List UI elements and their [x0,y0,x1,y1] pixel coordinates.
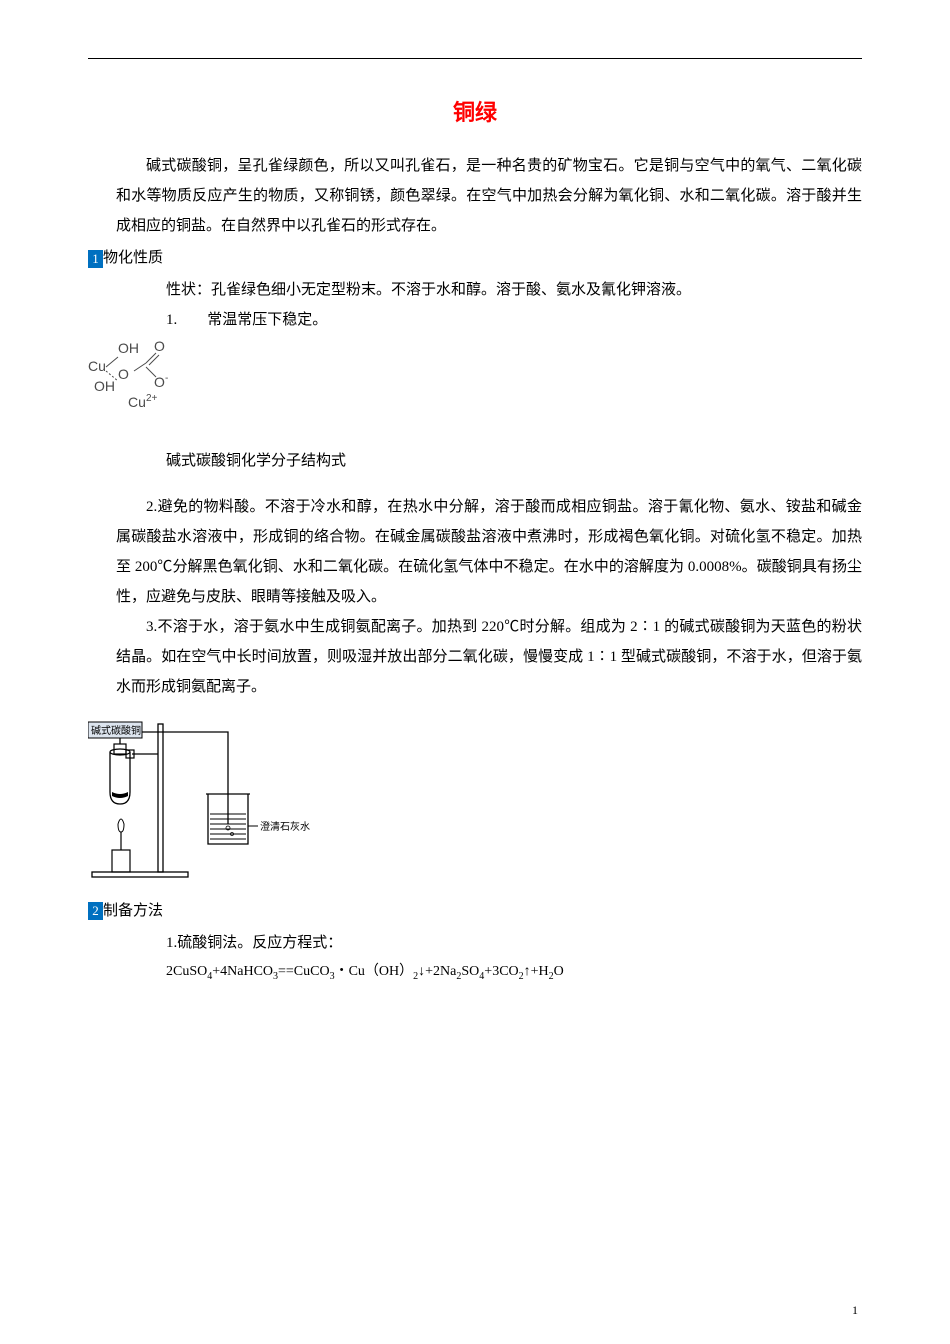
section-1-badge: 1 [88,250,103,268]
page-number: 1 [852,1298,858,1322]
experiment-diagram: 碱式碳酸铜 澄清石灰水 [88,714,310,884]
properties-line: 性状：孔雀绿色细小无定型粉末。不溶于水和醇。溶于酸、氨水及氰化钾溶液。 [166,275,862,305]
svg-text:-: - [165,373,168,384]
prep-method-1: 1.硫酸铜法。反应方程式： [166,928,862,958]
svg-text:O: O [118,366,129,382]
section-2-name: 制备方法 [103,903,163,919]
item-3: 3.不溶于水，溶于氨水中生成铜氨配离子。加热到 220℃时分解。组成为 2∶1 … [116,612,862,702]
chemical-equation: 2CuSO4+4NaHCO3==CuCO3・Cu（OH）2↓+2Na2SO4+3… [166,958,862,987]
page-title: 铜绿 [88,91,862,135]
section-1-name: 物化性质 [103,250,163,266]
horizontal-rule [88,58,862,59]
molecular-structure-diagram: OH O Cu OH O O - Cu 2+ [88,339,862,422]
svg-text:2+: 2+ [146,393,158,404]
diagram-label-left: 碱式碳酸铜 [91,724,141,737]
structure-caption: 碱式碳酸铜化学分子结构式 [166,446,862,476]
svg-text:OH: OH [118,340,139,356]
section-2-badge: 2 [88,902,103,920]
section-1-heading: 1物化性质 [88,243,862,273]
item-1: 1. 常温常压下稳定。 [166,305,862,335]
svg-text:Cu: Cu [128,394,146,410]
diagram-label-right: 澄清石灰水 [260,820,310,833]
svg-text:OH: OH [94,378,115,394]
svg-text:Cu: Cu [88,358,106,374]
svg-text:O: O [154,339,165,354]
item-2: 2.避免的物料酸。不溶于冷水和醇，在热水中分解，溶于酸而成相应铜盐。溶于氰化物、… [116,492,862,612]
svg-text:O: O [154,374,165,390]
section-2-heading: 2制备方法 [88,896,862,926]
intro-paragraph: 碱式碳酸铜，呈孔雀绿颜色，所以又叫孔雀石，是一种名贵的矿物宝石。它是铜与空气中的… [116,151,862,241]
